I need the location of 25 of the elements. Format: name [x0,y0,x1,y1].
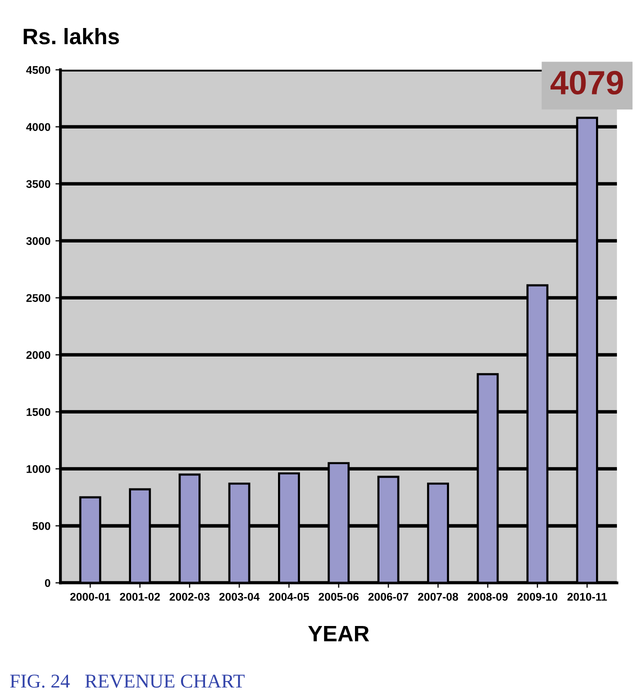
data-label: 4079 [550,70,623,95]
x-tick-label: 2009-10 [517,592,558,601]
x-tick-label: 2005-06 [318,592,359,601]
x-tick-label: 2002-03 [170,592,210,601]
y-tick-label: 4500 [26,66,50,74]
y-tick-label: 4000 [26,123,50,131]
x-tick-label: 2001-02 [120,592,160,601]
x-tick-label: 2006-07 [368,592,408,601]
x-tick-label: 2007-08 [418,592,458,601]
chart-title: Rs. lakhs [24,28,119,44]
x-axis-title: YEAR [308,626,370,642]
y-tick-label: 3000 [26,237,50,245]
y-tick-label: 2500 [26,294,50,302]
x-tick-label: 2000-01 [70,592,110,601]
y-tick-label: 0 [44,579,50,587]
caption: FIG. 24 REVENUE CHART [10,674,245,688]
y-tick-label: 500 [32,522,50,530]
x-tick-label: 2003-04 [219,592,260,601]
x-tick-label: 2008-09 [468,592,508,601]
y-tick-label: 1500 [26,408,50,416]
y-tick-label: 2000 [26,351,50,359]
x-tick-label: 2004-05 [268,592,310,601]
y-tick-label: 3500 [26,180,50,188]
y-tick-label: 1000 [26,465,50,473]
x-tick-label: 2010-11 [567,592,607,601]
